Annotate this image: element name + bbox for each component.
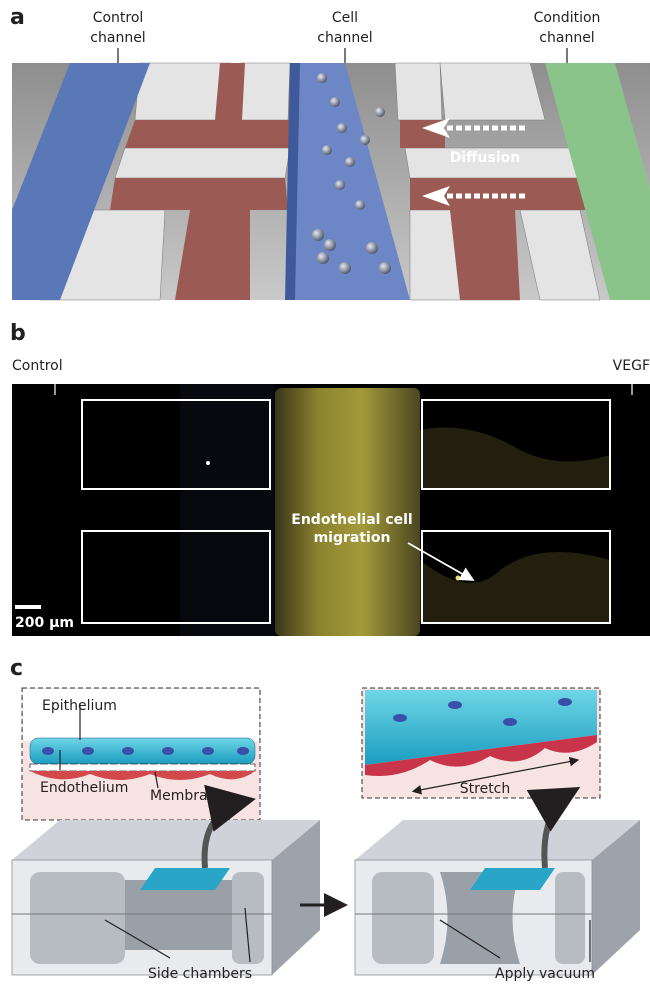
channel-label: Control [93,10,144,26]
micrograph [12,376,650,636]
figure: a Control channel Cell channel Condition… [0,0,650,987]
channel-label: Cell [332,10,358,26]
panel-label: c [10,656,23,681]
endothelium-label: Endothelium [40,780,128,796]
organ-chip-diagram [12,688,640,975]
epithelium-label: Epithelium [42,698,117,714]
vegf-label: VEGF [613,358,650,374]
membrane-label: Membrane [150,788,225,804]
scale-bar-label: 200 μm [15,615,74,631]
side-chambers-label: Side chambers [148,966,252,982]
channel-label: channel [317,30,372,46]
channel-label: Condition [534,10,601,26]
channel-render [12,63,650,300]
channel-label: channel [90,30,145,46]
page: {"panel_a": {"label": "a", "control_chan… [0,0,650,987]
panel-label: b [10,321,26,346]
migration-label: Endothelial cell [291,512,412,528]
stretch-label: Stretch [460,781,511,797]
control-label: Control [12,358,63,374]
panel-label: a [10,5,25,30]
channel-label: channel [539,30,594,46]
diffusion-label: Diffusion [450,150,520,166]
migration-label: migration [314,530,391,546]
apply-vacuum-label: Apply vacuum [495,966,595,982]
